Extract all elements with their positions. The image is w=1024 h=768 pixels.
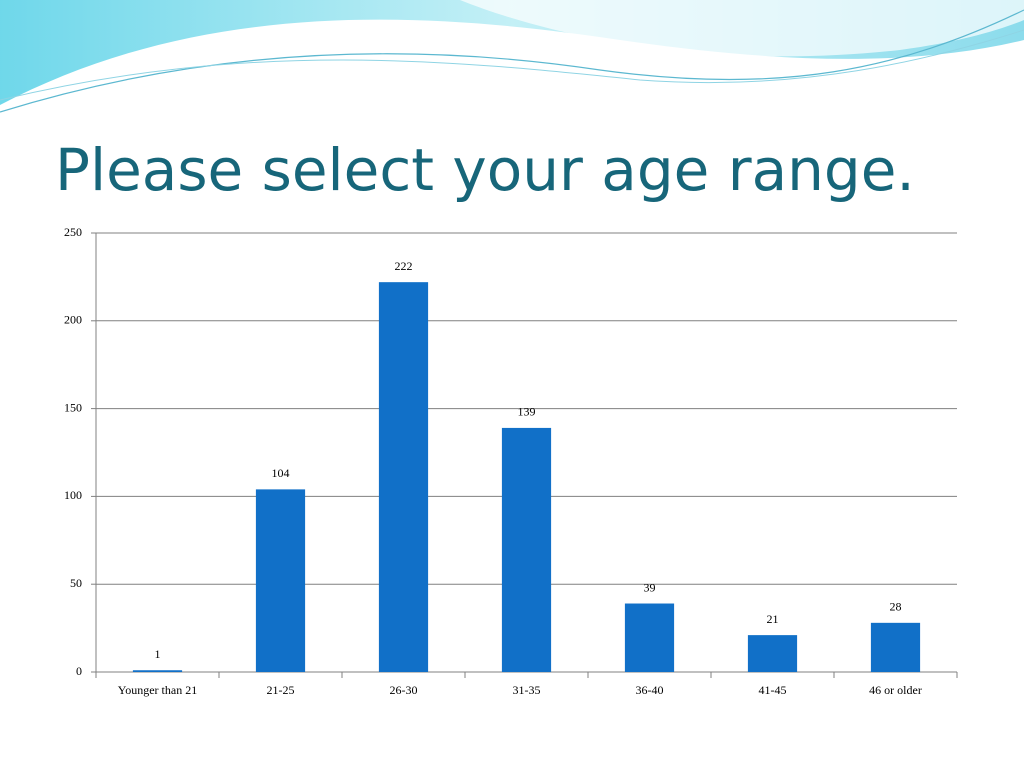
bar — [624, 603, 675, 672]
slide-title: Please select your age range. — [55, 136, 915, 204]
x-tick-label: 21-25 — [267, 683, 295, 697]
data-label: 1 — [155, 647, 161, 661]
bar — [132, 670, 183, 672]
x-tick-label: 46 or older — [869, 683, 922, 697]
y-tick-label: 250 — [64, 225, 82, 239]
y-tick-label: 100 — [64, 488, 82, 502]
x-tick-label: 36-40 — [636, 683, 664, 697]
data-label: 39 — [644, 580, 656, 594]
data-label: 28 — [890, 600, 902, 614]
data-label: 139 — [518, 405, 536, 419]
data-label: 21 — [767, 612, 779, 626]
y-tick-label: 0 — [76, 664, 82, 678]
wave-decoration — [0, 0, 1024, 113]
bar — [255, 489, 306, 672]
x-tick-label: 41-45 — [759, 683, 787, 697]
x-tick-label: Younger than 21 — [118, 683, 197, 697]
bar — [747, 635, 798, 672]
y-tick-label: 200 — [64, 313, 82, 327]
bar — [870, 622, 921, 672]
data-label: 222 — [395, 259, 413, 273]
x-tick-label: 31-35 — [513, 683, 541, 697]
data-label: 104 — [272, 466, 290, 480]
bar — [378, 282, 429, 672]
x-tick-label: 26-30 — [390, 683, 418, 697]
y-tick-label: 50 — [70, 576, 82, 590]
bar — [501, 427, 552, 672]
y-tick-label: 150 — [64, 400, 82, 414]
